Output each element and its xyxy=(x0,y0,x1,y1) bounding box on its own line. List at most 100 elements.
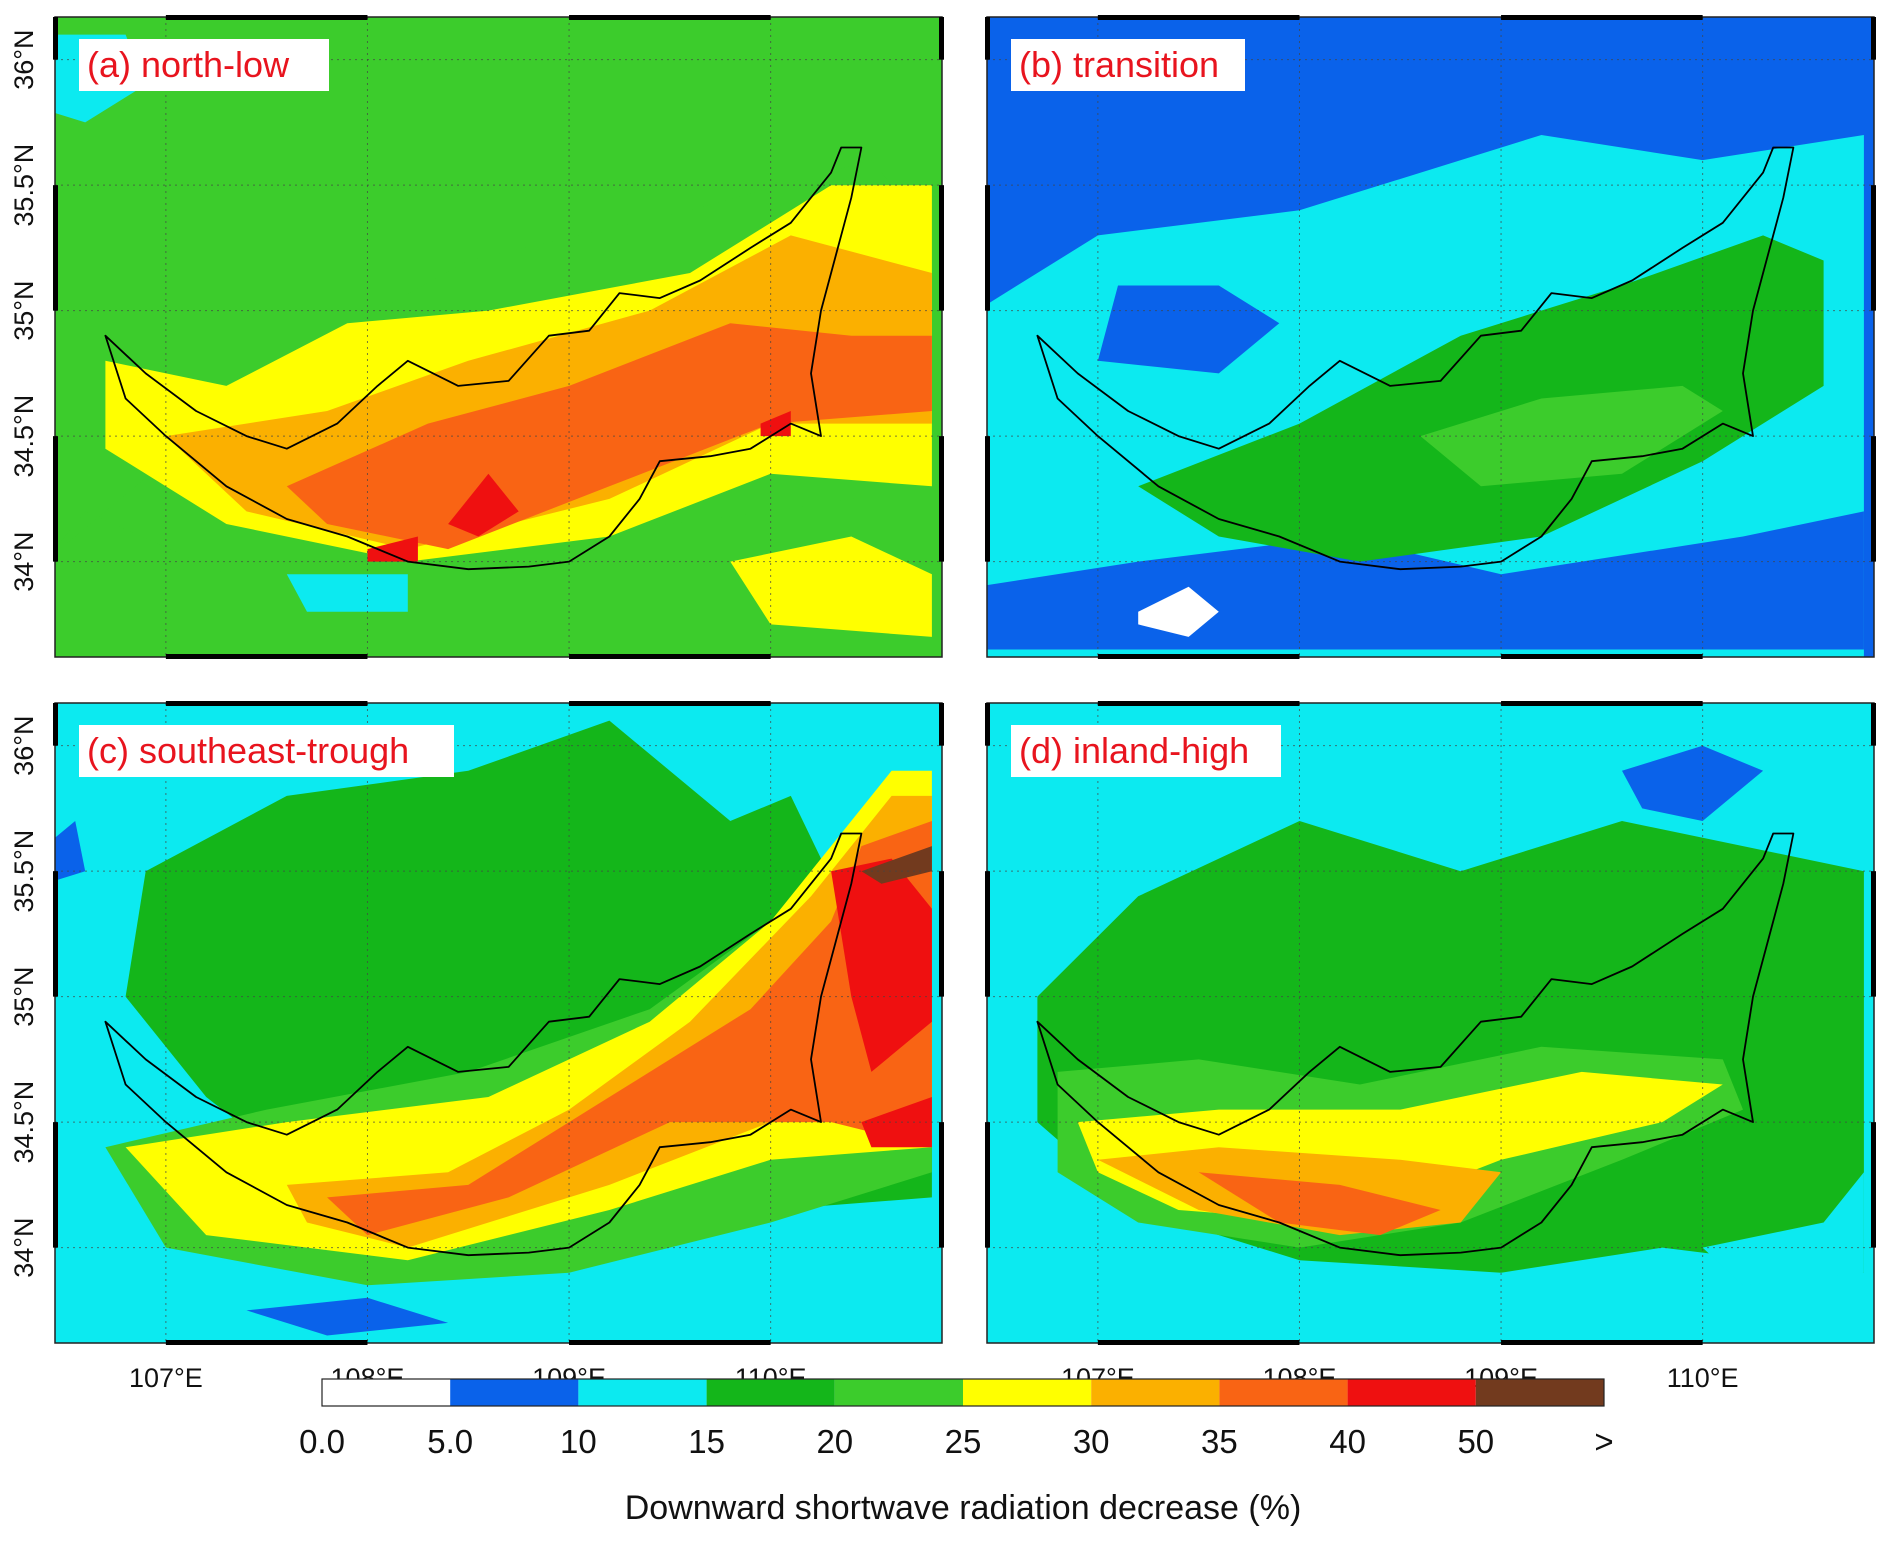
panel-title-box xyxy=(79,725,454,777)
contour-5-10 xyxy=(1622,745,1764,821)
frame-bar xyxy=(569,15,771,20)
frame-bar xyxy=(165,654,368,659)
colorbar-label: 50 xyxy=(1457,1423,1494,1460)
lat-tick-label: 34°N xyxy=(9,1217,39,1277)
frame-bar xyxy=(939,1122,944,1248)
frame-bar xyxy=(1871,17,1876,60)
colorbar-label: > xyxy=(1594,1423,1613,1460)
contour-15-20 xyxy=(1138,235,1824,562)
region-outline xyxy=(1036,146,1795,571)
region-outline xyxy=(104,832,863,1257)
contour-10-15 xyxy=(286,574,408,612)
frame-bar xyxy=(985,703,990,746)
frame-bar xyxy=(1501,1340,1703,1345)
panel-frame xyxy=(54,16,943,658)
frame-bar xyxy=(1097,654,1300,659)
colorbar-title: Downward shortwave radiation decrease (%… xyxy=(625,1489,1302,1527)
contour-40-50 xyxy=(367,536,418,562)
colorbar-label: 25 xyxy=(945,1423,982,1460)
panel-title-box xyxy=(1011,39,1245,91)
frame-bar xyxy=(165,15,368,20)
colorbar-swatch xyxy=(706,1379,835,1406)
frame-bar xyxy=(1097,1340,1300,1345)
frame-bar xyxy=(1501,654,1703,659)
colorbar-swatch xyxy=(1091,1379,1220,1406)
field-c xyxy=(55,703,942,1343)
frame-bar xyxy=(165,1340,368,1345)
contour-40-50 xyxy=(448,473,519,537)
panel-title: (a) north-low xyxy=(87,44,290,85)
colorbar-label: 40 xyxy=(1329,1423,1366,1460)
colorbar-swatch xyxy=(578,1379,707,1406)
panel-b: (b) transition xyxy=(985,15,1876,659)
frame-bar xyxy=(165,701,368,706)
frame-bar xyxy=(985,1122,990,1248)
colorbar-label: 10 xyxy=(560,1423,597,1460)
colorbar-swatch xyxy=(450,1379,579,1406)
contour-5-10 xyxy=(246,1297,449,1336)
frame-bar xyxy=(939,436,944,562)
lat-tick-label: 35.5°N xyxy=(9,144,39,227)
panel-title-box xyxy=(1011,725,1281,777)
panel-a: (a) north-low 34°N 34.5°N 35°N 35.5°N 36°N xyxy=(9,15,944,659)
frame-bar xyxy=(1501,15,1703,20)
contour-5-10 xyxy=(55,821,86,881)
field-a xyxy=(55,17,942,657)
lat-tick-label: 34°N xyxy=(9,531,39,591)
frame-bar xyxy=(53,1122,58,1248)
region-outline xyxy=(1036,832,1795,1257)
panel-frame xyxy=(986,16,1875,658)
colorbar-label: 0.0 xyxy=(299,1423,345,1460)
field-d xyxy=(987,703,1874,1343)
frame-bar xyxy=(985,17,990,60)
lat-tick-label: 34.5°N xyxy=(9,1081,39,1164)
contour->50 xyxy=(861,846,932,884)
frame-bar xyxy=(1097,15,1300,20)
colorbar-label: 30 xyxy=(1073,1423,1110,1460)
lat-tick-label: 35°N xyxy=(9,280,39,340)
lon-tick-label: 107°E xyxy=(129,1363,203,1393)
contour-25-30 xyxy=(730,536,932,637)
contour-10-15 xyxy=(1702,1172,1864,1286)
colorbar-label: 5.0 xyxy=(427,1423,473,1460)
colorbar-swatch xyxy=(1475,1379,1604,1406)
panel-c: (c) southeast-trough 34°N 34.5°N 35°N 35.5°N… xyxy=(9,701,944,1393)
colorbar-label: 20 xyxy=(816,1423,853,1460)
panel-title: (c) southeast-trough xyxy=(87,730,409,771)
colorbar-label: 35 xyxy=(1201,1423,1238,1460)
contour-0-5 xyxy=(1138,586,1219,637)
frame-bar xyxy=(1871,1122,1876,1248)
frame-bar xyxy=(985,185,990,311)
map-panels: (a) north-low 34°N 34.5°N 35°N 35.5°N 36°N (b)… xyxy=(9,15,1876,1393)
contour-35-40 xyxy=(327,821,932,1236)
frame-bar xyxy=(939,185,944,311)
colorbar-label: 15 xyxy=(688,1423,725,1460)
frame-bar xyxy=(53,871,58,997)
panel-frame xyxy=(986,702,1875,1344)
contour-35-40 xyxy=(1198,1172,1441,1236)
lat-tick-label: 36°N xyxy=(9,30,39,90)
lat-tick-label: 35°N xyxy=(9,966,39,1026)
lat-tick-label: 36°N xyxy=(9,716,39,776)
frame-bar xyxy=(985,436,990,562)
frame-bar xyxy=(53,703,58,746)
frame-bar xyxy=(1871,436,1876,562)
lon-tick-label: 110°E xyxy=(1667,1363,1739,1393)
frame-bar xyxy=(1871,185,1876,311)
panel-frame xyxy=(54,702,943,1344)
lat-tick-label: 35.5°N xyxy=(9,830,39,913)
colorbar-swatch xyxy=(1219,1379,1348,1406)
frame-bar xyxy=(1097,701,1300,706)
colorbar-swatch xyxy=(1347,1379,1476,1406)
frame-bar xyxy=(569,654,771,659)
contour-40-50 xyxy=(760,411,791,437)
contour-5-10 xyxy=(1097,285,1280,374)
panel-title-box xyxy=(79,39,329,91)
colorbar-swatch xyxy=(834,1379,963,1406)
frame-bar xyxy=(939,17,944,60)
frame-bar xyxy=(1871,703,1876,746)
contour-40-50 xyxy=(831,858,932,1072)
field-b xyxy=(987,17,1874,657)
